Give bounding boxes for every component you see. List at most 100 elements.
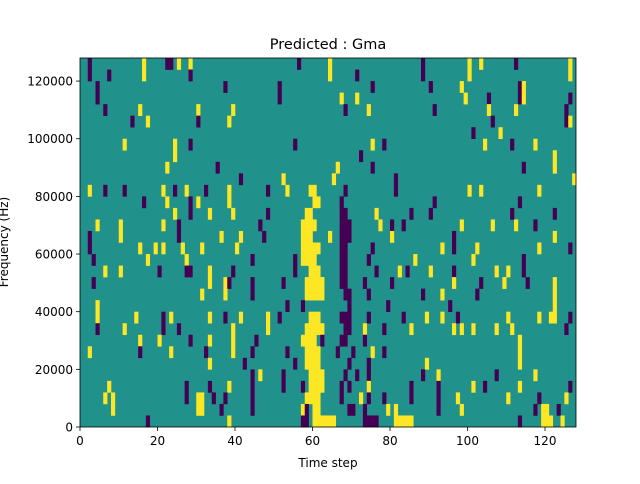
heatmap-cell-high xyxy=(483,138,488,151)
heatmap-cell-low xyxy=(87,230,92,243)
heatmap-cell-high xyxy=(165,161,170,174)
heatmap-cell-low xyxy=(393,173,399,186)
heatmap-cell-high xyxy=(335,161,340,174)
heatmap-cell-high xyxy=(517,346,523,359)
heatmap-cell-high xyxy=(173,207,178,220)
heatmap-cell-low xyxy=(386,300,391,312)
heatmap-cell-high xyxy=(494,265,499,278)
heatmap-cell-low xyxy=(242,357,247,370)
heatmap-cell-high xyxy=(510,323,515,336)
heatmap-cell-low xyxy=(366,288,371,301)
heatmap-cell-high xyxy=(370,138,375,151)
heatmap-cell-high xyxy=(122,138,127,151)
heatmap-cell-high xyxy=(362,323,368,336)
heatmap-cell-high xyxy=(548,311,557,324)
heatmap-cell-high xyxy=(118,230,123,243)
heatmap-cell-high xyxy=(142,58,147,70)
heatmap-cell-high xyxy=(436,369,441,382)
heatmap-cell-low xyxy=(122,184,127,197)
heatmap-cell-high xyxy=(409,323,414,336)
x-tick-label: 20 xyxy=(150,434,165,448)
heatmap-cell-low xyxy=(428,207,433,220)
heatmap-cell-high xyxy=(266,323,271,336)
heatmap-cell-high xyxy=(188,58,193,70)
heatmap-cell-high xyxy=(231,346,236,359)
heatmap-cell-high xyxy=(308,380,325,393)
y-tick-label: 80000 xyxy=(35,190,73,204)
heatmap-cell-low xyxy=(339,207,348,220)
heatmap-cell-low xyxy=(343,184,348,197)
heatmap-cell-low xyxy=(343,323,352,336)
heatmap-cell-low xyxy=(521,265,526,278)
heatmap-cell-high xyxy=(455,392,461,405)
heatmap-cell-high xyxy=(304,346,321,359)
heatmap-cell-low xyxy=(486,92,492,105)
heatmap-cell-high xyxy=(413,254,418,266)
heatmap-cell-high xyxy=(103,392,108,405)
heatmap-cell-high xyxy=(107,380,112,393)
heatmap-cell-high xyxy=(223,288,228,301)
heatmap-cell-high xyxy=(459,323,464,336)
heatmap-cell-low xyxy=(258,219,263,232)
heatmap-cell-high xyxy=(568,69,573,82)
heatmap-cell-low xyxy=(452,265,457,278)
heatmap-cell-low xyxy=(409,392,414,405)
heatmap-cell-high xyxy=(196,392,205,405)
heatmap-cell-high xyxy=(502,277,507,289)
heatmap-cell-low xyxy=(568,92,573,105)
heatmap-cell-low xyxy=(421,58,426,70)
heatmap-cell-low xyxy=(568,311,573,324)
heatmap-cell-low xyxy=(362,403,368,416)
heatmap-cell-high xyxy=(514,219,519,232)
heatmap-cell-low xyxy=(347,300,352,312)
heatmap-cell-low xyxy=(161,323,166,336)
heatmap-cell-low xyxy=(564,104,569,116)
heatmap-cell-low xyxy=(370,242,375,255)
heatmap-cell-high xyxy=(517,334,523,347)
heatmap-cell-low xyxy=(304,403,309,416)
heatmap-cell-low xyxy=(362,415,379,428)
heatmap-cell-low xyxy=(95,323,100,336)
heatmap-cell-low xyxy=(207,380,213,393)
heatmap-cell-low xyxy=(91,254,96,266)
heatmap-cell-low xyxy=(227,277,232,289)
heatmap-cell-high xyxy=(393,415,414,428)
heatmap-cell-low xyxy=(339,380,344,393)
heatmap-cell-high xyxy=(552,161,557,174)
heatmap-cell-high xyxy=(304,288,325,301)
y-tick-label: 20000 xyxy=(35,363,73,377)
heatmap-cell-low xyxy=(471,127,476,140)
heatmap-cell-low xyxy=(219,403,224,416)
heatmap-cell-low xyxy=(281,369,286,382)
heatmap-cell-high xyxy=(459,403,464,416)
y-tick-label: 40000 xyxy=(35,305,73,319)
heatmap-cell-high xyxy=(366,104,371,116)
heatmap-cell-high xyxy=(428,265,433,278)
heatmap-cell-low xyxy=(370,161,375,174)
heatmap-cell-high xyxy=(227,415,232,428)
heatmap-cell-high xyxy=(176,58,182,70)
heatmap-cell-low xyxy=(347,403,356,416)
heatmap-cell-low xyxy=(204,346,209,359)
heatmap-cell-high xyxy=(304,277,325,289)
heatmap-cell-low xyxy=(517,415,523,428)
heatmap-cell-high xyxy=(366,380,371,393)
heatmap-cell-low xyxy=(300,380,306,393)
heatmap-cell-high xyxy=(459,219,464,232)
heatmap-cell-high xyxy=(486,104,492,116)
heatmap-cell-high xyxy=(304,392,321,405)
heatmap-cell-low xyxy=(436,403,441,416)
heatmap-cell-low xyxy=(262,230,267,243)
heatmap-cell-high xyxy=(200,242,205,255)
heatmap-cell-low xyxy=(475,288,480,301)
heatmap-cell-high xyxy=(304,323,325,336)
heatmap-cell-high xyxy=(111,403,116,416)
heatmap-cell-high xyxy=(552,277,557,289)
heatmap-cell-low xyxy=(165,58,174,70)
heatmap-cell-high xyxy=(145,254,151,266)
x-axis-label: Time step xyxy=(297,456,357,470)
heatmap-cell-low xyxy=(188,138,193,151)
heatmap-cell-low xyxy=(393,184,399,197)
heatmap-cell-low xyxy=(339,242,348,255)
heatmap-cell-low xyxy=(250,380,255,393)
